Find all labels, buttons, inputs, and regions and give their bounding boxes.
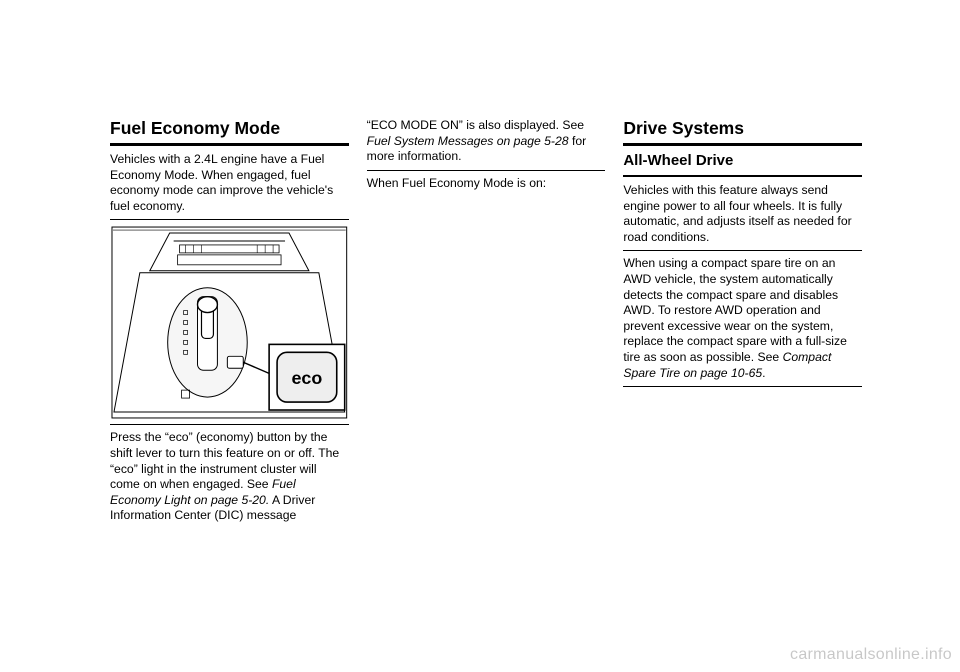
watermark: carmanualsonline.info <box>790 646 952 664</box>
col2-para-1-ref: Fuel System Messages on page 5-28 <box>367 134 569 148</box>
col3-para-2: When using a compact spare tire on an AW… <box>623 256 862 387</box>
col1-heading: Fuel Economy Mode <box>110 118 349 139</box>
col2-para-1a: “ECO MODE ON” is also displayed. See <box>367 118 584 132</box>
eco-label: eco <box>291 369 322 389</box>
column-2: “ECO MODE ON” is also displayed. See Fue… <box>367 118 606 529</box>
col2-para-2: When Fuel Economy Mode is on: <box>367 176 606 192</box>
column-3: Drive Systems All-Wheel Drive Vehicles w… <box>623 118 862 529</box>
col2-para-1: “ECO MODE ON” is also displayed. See Fue… <box>367 118 606 171</box>
col3-subheading-block: All-Wheel Drive <box>623 152 862 177</box>
col1-heading-block: Fuel Economy Mode <box>110 118 349 146</box>
col1-para-2: Press the “eco” (economy) button by the … <box>110 430 349 524</box>
col1-para-1: Vehicles with a 2.4L engine have a Fuel … <box>110 152 349 220</box>
col3-heading: Drive Systems <box>623 118 862 139</box>
col3-subheading: All-Wheel Drive <box>623 152 862 169</box>
column-1: Fuel Economy Mode Vehicles with a 2.4L e… <box>110 118 349 529</box>
col1-para-2a: Press the “eco” (economy) button by the … <box>110 430 339 491</box>
col3-para-2a: When using a compact spare tire on an AW… <box>623 256 847 364</box>
col3-para-1: Vehicles with this feature always send e… <box>623 183 862 251</box>
eco-button-diagram: eco <box>110 225 349 425</box>
col1-para-1-text: Vehicles with a 2.4L engine have a Fuel … <box>110 152 333 213</box>
col3-heading-block: Drive Systems <box>623 118 862 146</box>
col3-para-2b: . <box>762 366 765 380</box>
page-content: Fuel Economy Mode Vehicles with a 2.4L e… <box>110 118 862 529</box>
